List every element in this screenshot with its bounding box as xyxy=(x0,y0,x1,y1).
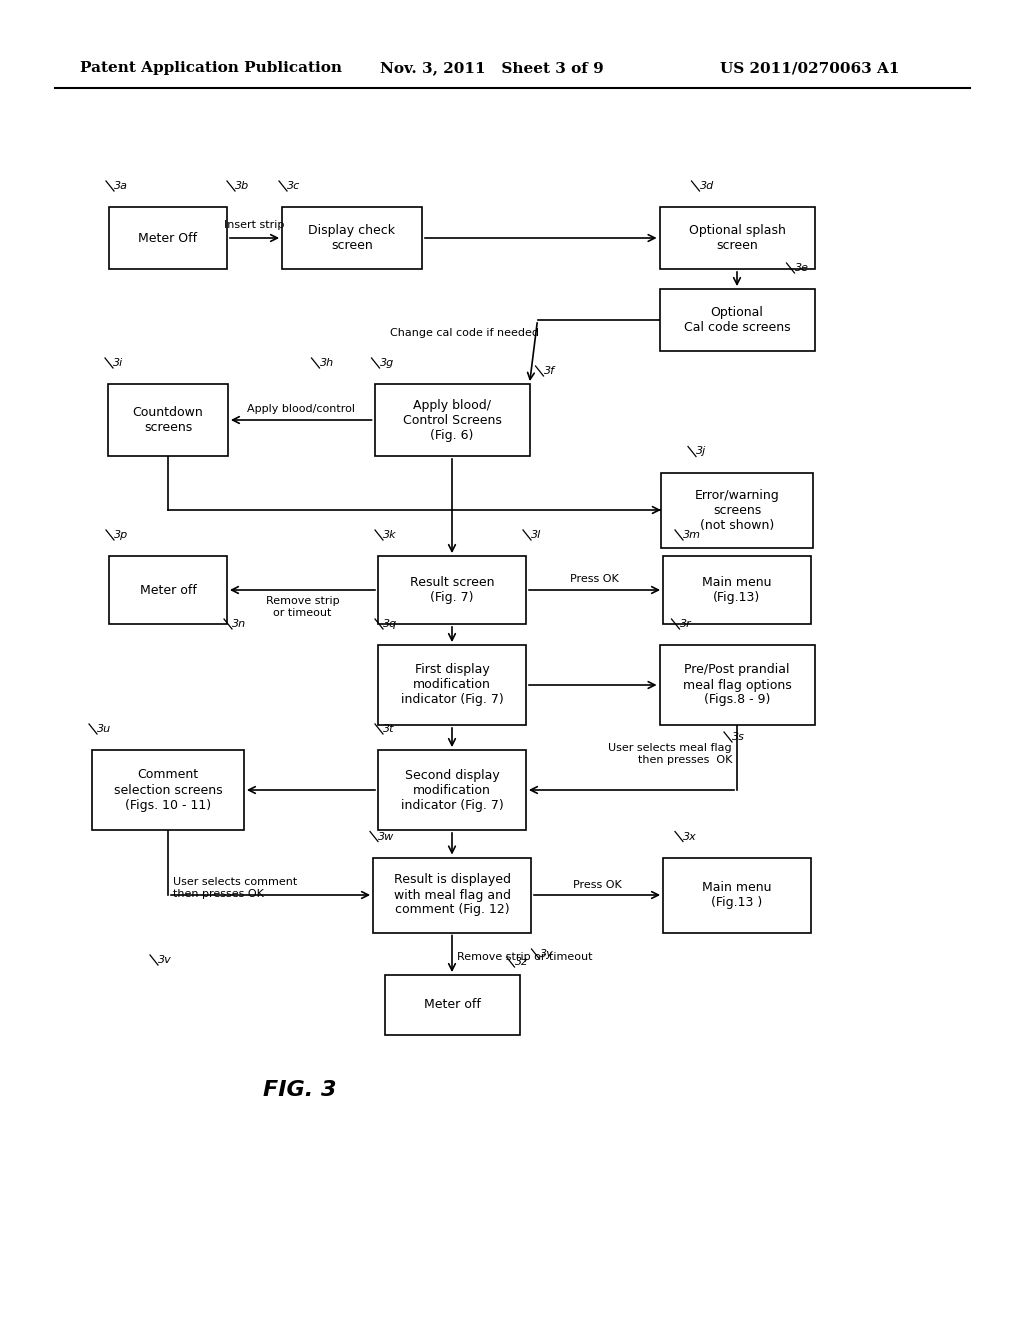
Bar xyxy=(108,384,228,455)
Bar xyxy=(659,207,814,269)
Bar xyxy=(378,645,526,725)
Text: 3p: 3p xyxy=(114,531,128,540)
Text: Second display
modification
indicator (Fig. 7): Second display modification indicator (F… xyxy=(400,768,504,812)
Bar xyxy=(375,384,529,455)
Text: Meter off: Meter off xyxy=(139,583,197,597)
Bar xyxy=(378,556,526,624)
Text: 3w: 3w xyxy=(378,832,394,842)
Text: 3l: 3l xyxy=(531,531,542,540)
Text: User selects meal flag
then presses  OK: User selects meal flag then presses OK xyxy=(608,743,732,764)
Text: 3d: 3d xyxy=(699,181,714,191)
Bar xyxy=(659,289,814,351)
Text: Remove strip
or timeout: Remove strip or timeout xyxy=(265,597,339,618)
Text: Main menu
(Fig.13): Main menu (Fig.13) xyxy=(702,576,772,605)
Text: Apply blood/
Control Screens
(Fig. 6): Apply blood/ Control Screens (Fig. 6) xyxy=(402,399,502,441)
Text: Change cal code if needed: Change cal code if needed xyxy=(390,327,540,338)
Bar xyxy=(384,975,519,1035)
Text: Optional
Cal code screens: Optional Cal code screens xyxy=(684,306,791,334)
Text: 3b: 3b xyxy=(234,181,249,191)
Text: 3z: 3z xyxy=(514,957,527,968)
Bar xyxy=(109,207,227,269)
Text: 3j: 3j xyxy=(696,446,707,457)
Text: 3g: 3g xyxy=(380,358,394,368)
Text: FIG. 3: FIG. 3 xyxy=(263,1080,337,1100)
Text: 3v: 3v xyxy=(158,954,172,965)
Text: Meter Off: Meter Off xyxy=(138,231,198,244)
Text: 3k: 3k xyxy=(383,531,396,540)
Text: 3a: 3a xyxy=(114,181,128,191)
Text: Pre/Post prandial
meal flag options
(Figs.8 - 9): Pre/Post prandial meal flag options (Fig… xyxy=(683,664,792,706)
Text: Patent Application Publication: Patent Application Publication xyxy=(80,61,342,75)
Bar xyxy=(663,858,811,932)
Text: Countdown
screens: Countdown screens xyxy=(133,407,204,434)
Text: 3t: 3t xyxy=(383,723,394,734)
Text: 3h: 3h xyxy=(319,358,334,368)
Text: 3m: 3m xyxy=(683,531,701,540)
Text: First display
modification
indicator (Fig. 7): First display modification indicator (Fi… xyxy=(400,664,504,706)
Text: 3u: 3u xyxy=(97,723,112,734)
Text: Optional splash
screen: Optional splash screen xyxy=(688,224,785,252)
Text: Insert strip: Insert strip xyxy=(224,220,285,230)
Bar xyxy=(282,207,422,269)
Text: 3c: 3c xyxy=(287,181,300,191)
Text: Nov. 3, 2011   Sheet 3 of 9: Nov. 3, 2011 Sheet 3 of 9 xyxy=(380,61,604,75)
Text: Remove strip or timeout: Remove strip or timeout xyxy=(457,953,593,962)
Text: Comment
selection screens
(Figs. 10 - 11): Comment selection screens (Figs. 10 - 11… xyxy=(114,768,222,812)
Text: Main menu
(Fig.13 ): Main menu (Fig.13 ) xyxy=(702,880,772,909)
Text: 3n: 3n xyxy=(232,619,246,630)
Text: 3s: 3s xyxy=(732,733,744,742)
Text: 3y: 3y xyxy=(540,949,553,960)
Text: 3e: 3e xyxy=(795,263,809,273)
Text: 3i: 3i xyxy=(113,358,123,368)
Text: 3x: 3x xyxy=(683,832,696,842)
Text: Apply blood/control: Apply blood/control xyxy=(247,404,355,414)
Text: 3f: 3f xyxy=(544,366,555,376)
Bar xyxy=(663,556,811,624)
Bar xyxy=(373,858,531,932)
Text: Display check
screen: Display check screen xyxy=(308,224,395,252)
Text: Press OK: Press OK xyxy=(570,574,618,583)
Text: Press OK: Press OK xyxy=(572,880,622,890)
Bar xyxy=(92,750,244,830)
Bar xyxy=(378,750,526,830)
Text: Result is displayed
with meal flag and
comment (Fig. 12): Result is displayed with meal flag and c… xyxy=(393,874,511,916)
Text: 3q: 3q xyxy=(383,619,397,630)
Text: Result screen
(Fig. 7): Result screen (Fig. 7) xyxy=(410,576,495,605)
Bar xyxy=(662,473,813,548)
Text: User selects comment
then presses OK: User selects comment then presses OK xyxy=(173,876,297,899)
Text: Error/warning
screens
(not shown): Error/warning screens (not shown) xyxy=(694,488,779,532)
Bar xyxy=(109,556,227,624)
Text: 3r: 3r xyxy=(680,619,691,630)
Text: US 2011/0270063 A1: US 2011/0270063 A1 xyxy=(720,61,899,75)
Text: Meter off: Meter off xyxy=(424,998,480,1011)
Bar xyxy=(659,645,814,725)
